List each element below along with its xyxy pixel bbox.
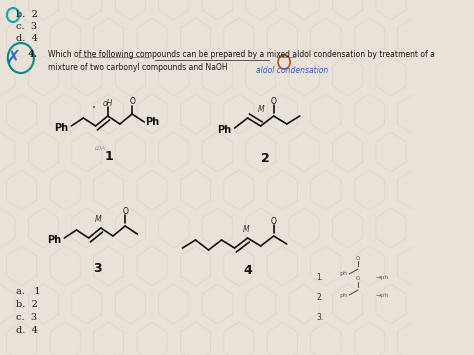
Text: Which of the following compounds can be prepared by a mixed aldol condensation b: Which of the following compounds can be …	[48, 50, 435, 71]
Text: M: M	[95, 215, 101, 224]
Text: 2: 2	[261, 152, 269, 164]
Text: Ph: Ph	[47, 235, 61, 245]
Text: d.  4: d. 4	[16, 326, 37, 335]
Text: ph: ph	[339, 272, 347, 277]
Text: b.  2: b. 2	[16, 300, 37, 309]
Text: Ph: Ph	[217, 125, 231, 135]
Text: M: M	[243, 225, 249, 235]
Text: c.  3: c. 3	[16, 313, 37, 322]
Text: 1.: 1.	[316, 273, 323, 283]
Text: O: O	[271, 217, 277, 225]
Text: O: O	[356, 277, 360, 282]
Text: M: M	[257, 105, 264, 115]
Text: d.  4: d. 4	[16, 34, 37, 43]
Text: b.  2: b. 2	[16, 10, 37, 19]
Text: Ph: Ph	[54, 123, 68, 133]
Text: LDA: LDA	[94, 146, 106, 151]
Text: ✗: ✗	[6, 49, 20, 67]
Text: 2.: 2.	[316, 294, 323, 302]
Text: ph: ph	[339, 293, 347, 297]
Text: O: O	[129, 98, 135, 106]
Text: 3.: 3.	[316, 313, 323, 322]
Text: 4: 4	[243, 263, 252, 277]
Text: O: O	[271, 97, 277, 105]
Text: oH: oH	[102, 98, 113, 108]
Text: c.  3: c. 3	[16, 22, 37, 31]
Text: →ph: →ph	[376, 293, 389, 297]
Text: 3: 3	[93, 262, 101, 274]
Text: 1: 1	[104, 151, 113, 164]
Text: →ph: →ph	[376, 275, 389, 280]
Text: a.   1: a. 1	[16, 287, 40, 296]
Text: Ph: Ph	[145, 117, 159, 127]
Text: 4.: 4.	[28, 50, 38, 59]
Text: •: •	[92, 105, 96, 111]
Text: O: O	[356, 256, 360, 261]
Text: aldol condensation: aldol condensation	[256, 66, 328, 75]
Text: O: O	[122, 207, 128, 215]
